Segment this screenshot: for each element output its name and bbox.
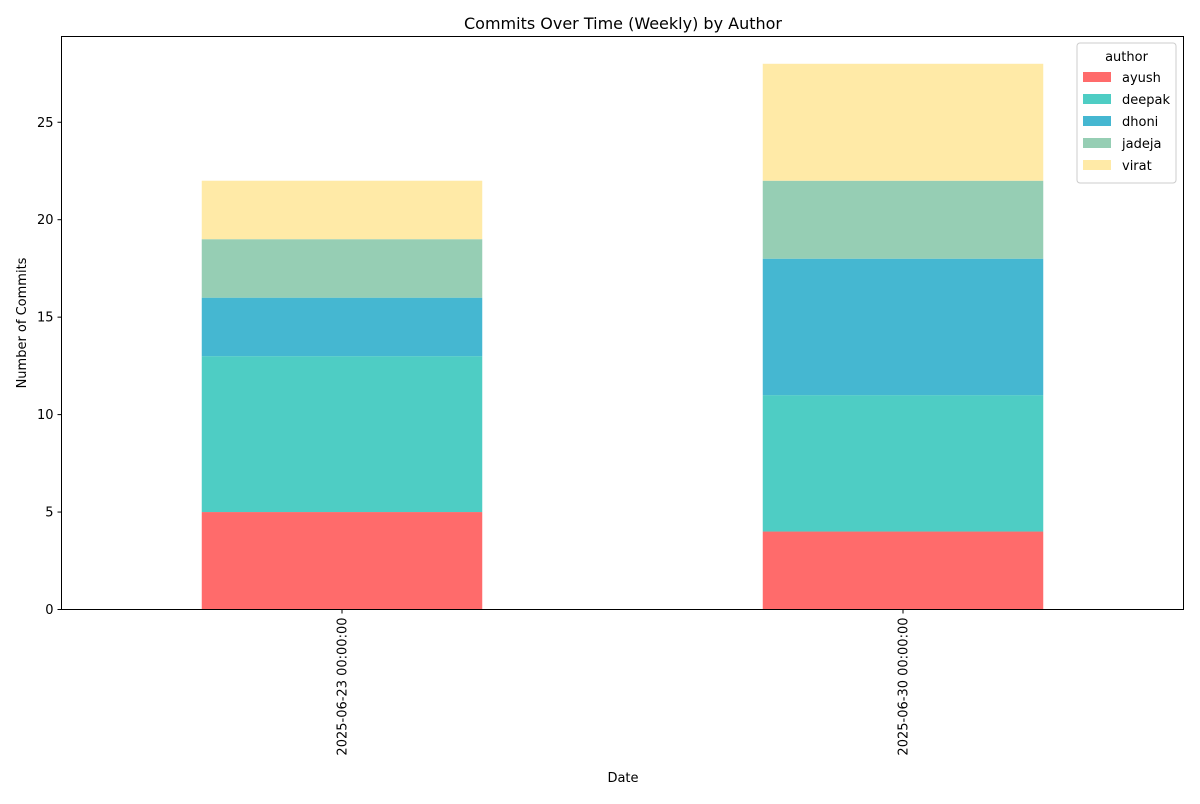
x-axis-label: Date	[607, 771, 638, 786]
y-axis-ticks: 0 5 10 15 20 25	[37, 116, 62, 618]
y-tick-label: 25	[37, 116, 54, 131]
bar-virat-1	[762, 63, 1044, 181]
bars-layer	[201, 63, 1044, 610]
bar-dhoni-0	[201, 297, 483, 357]
legend-label-virat[interactable]: virat	[1122, 159, 1152, 174]
bar-jadeja-1	[762, 180, 1044, 259]
x-tick-label: 2025-06-30 00:00:00	[897, 618, 912, 756]
y-tick-label: 0	[45, 603, 53, 618]
bar-deepak-1	[762, 395, 1044, 532]
legend-swatch-deepak	[1083, 94, 1111, 104]
bar-virat-0	[201, 180, 483, 240]
legend-swatch-dhoni	[1083, 116, 1111, 126]
plot-frame	[61, 36, 1184, 610]
x-axis-ticks: 2025-06-23 00:00:00 2025-06-30 00:00:00	[336, 609, 912, 756]
legend-label-jadeja[interactable]: jadeja	[1121, 137, 1161, 152]
chart-title: Commits Over Time (Weekly) by Author	[464, 14, 782, 33]
bar-dhoni-1	[762, 258, 1044, 396]
y-axis-label: Number of Commits	[15, 257, 30, 388]
legend[interactable]: author ayush deepak dhoni jadeja virat	[1076, 42, 1177, 184]
bar-jadeja-0	[201, 239, 483, 298]
y-tick-label: 15	[37, 311, 54, 326]
legend-label-deepak[interactable]: deepak	[1122, 93, 1170, 108]
y-tick-label: 5	[45, 506, 53, 521]
legend-label-ayush[interactable]: ayush	[1122, 71, 1161, 86]
y-tick-label: 10	[37, 408, 54, 423]
legend-label-dhoni[interactable]: dhoni	[1122, 115, 1158, 130]
bar-deepak-0	[201, 356, 483, 513]
legend-swatch-jadeja	[1083, 138, 1111, 148]
legend-title: author	[1105, 50, 1148, 65]
y-tick-label: 20	[37, 213, 54, 228]
legend-swatch-virat	[1083, 160, 1111, 170]
legend-swatch-ayush	[1083, 72, 1111, 82]
x-tick-label: 2025-06-23 00:00:00	[336, 618, 351, 756]
bar-ayush-1	[762, 531, 1044, 610]
bar-ayush-0	[201, 512, 483, 610]
